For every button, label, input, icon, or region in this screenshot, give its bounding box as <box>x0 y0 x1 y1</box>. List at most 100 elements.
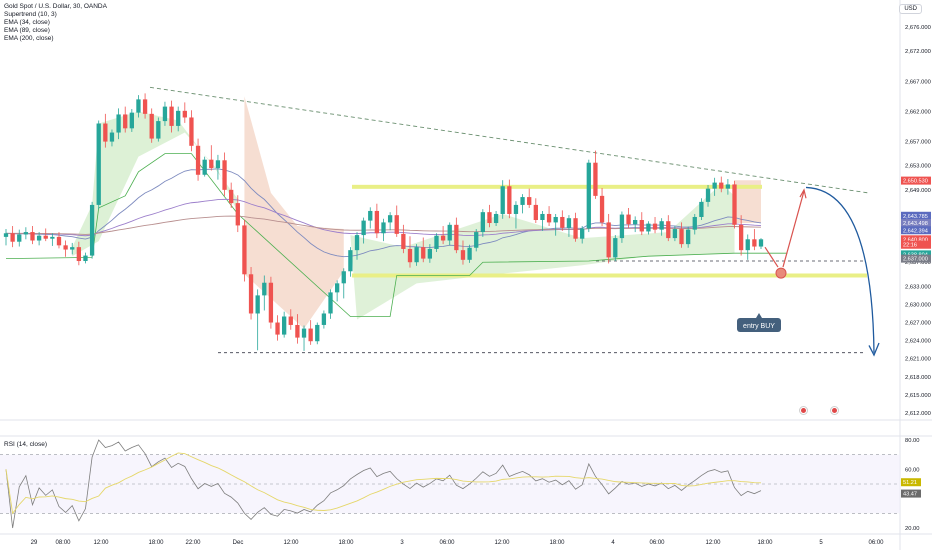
candle-body <box>23 232 29 235</box>
rsi-tick-label: 20.00 <box>905 526 920 532</box>
candle-body <box>732 184 737 225</box>
time-tick-label: 12:00 <box>283 540 299 546</box>
candle-body <box>454 224 459 251</box>
time-tick-label: 06:00 <box>868 540 884 546</box>
candle-body <box>573 218 578 239</box>
supertrend-bull-fill <box>72 111 238 257</box>
time-tick-label: 08:00 <box>55 540 71 546</box>
candle-body <box>566 218 572 228</box>
rsi-ma-line <box>5 452 762 515</box>
candle-body <box>520 197 525 205</box>
candle-body <box>599 195 605 223</box>
rsi-tag <box>901 489 921 498</box>
price-tick-label: 2,627.000 <box>905 321 931 327</box>
candle-body <box>507 186 512 214</box>
candle-body <box>560 216 565 228</box>
candle-body <box>262 282 267 296</box>
price-tag-label: 2,640.800 <box>903 237 928 243</box>
entry-buy-text: entry BUY <box>743 323 775 330</box>
candle-body <box>321 313 327 325</box>
us-flag-event-icon[interactable] <box>830 406 839 415</box>
candle-body <box>248 274 254 314</box>
time-tick-label: 12:00 <box>705 540 721 546</box>
price-tick-label: 2,615.000 <box>905 393 931 399</box>
candle-body <box>169 106 174 126</box>
candle-body <box>268 282 274 323</box>
candle-body <box>136 99 141 113</box>
candle-body <box>613 238 618 258</box>
rsi-tag <box>901 478 921 487</box>
candle-body <box>176 110 181 126</box>
candle-body <box>712 182 717 189</box>
candle-body <box>195 145 201 175</box>
candle-body <box>334 283 340 293</box>
candle-body <box>76 247 82 262</box>
candle-body <box>229 189 234 204</box>
candle-body <box>222 160 227 190</box>
candle-body <box>500 186 505 214</box>
price-tag-label: 2,642.394 <box>903 228 928 234</box>
candle-body <box>182 110 187 118</box>
candle-body <box>209 159 214 169</box>
candle-body <box>109 132 115 142</box>
candle-body <box>162 106 168 122</box>
indicator-supertrend[interactable]: Supertrend (10, 3) <box>4 11 57 18</box>
price-tick-label: 2,633.000 <box>905 284 931 290</box>
support-zone <box>352 273 867 278</box>
candle-body <box>142 99 148 114</box>
candle-body <box>447 224 452 241</box>
time-tick-label: 06:00 <box>649 540 665 546</box>
time-tick-label: 18:00 <box>338 540 354 546</box>
time-tick-label: 18:00 <box>148 540 164 546</box>
entry-buy-pointer <box>756 313 762 318</box>
candle-body <box>434 235 439 249</box>
rsi-legend[interactable]: RSI (14, close) <box>4 441 47 448</box>
rsi-tick-label: 60.00 <box>905 467 920 473</box>
candle-body <box>315 324 320 342</box>
candle-body <box>699 201 704 217</box>
arrow-buy-up <box>782 190 805 268</box>
candle-body <box>533 204 538 220</box>
candle-body <box>752 239 757 247</box>
candle-body <box>659 221 664 230</box>
price-tag <box>901 226 931 235</box>
time-tick-label: 18:00 <box>757 540 773 546</box>
price-tag <box>901 211 931 220</box>
indicator-ema-89[interactable]: EMA (89, close) <box>4 27 50 34</box>
candle-body <box>341 271 346 284</box>
arrow-down-head <box>868 342 880 357</box>
candle-body <box>387 215 393 223</box>
candle-body <box>56 236 62 246</box>
candle-body <box>540 213 545 220</box>
supertrend-bull-fill <box>350 183 735 320</box>
candle-body <box>639 220 644 232</box>
candle-body <box>3 233 9 237</box>
rsi-tag-label: 43.47 <box>903 492 917 498</box>
entry-buy-label[interactable]: entry BUY <box>737 313 781 332</box>
price-tag <box>901 235 931 244</box>
time-tick-label: 22:00 <box>185 540 201 546</box>
candle-body <box>215 160 221 169</box>
candle-body <box>672 229 678 239</box>
price-tick-label: 2,612.000 <box>905 411 931 417</box>
candle-body <box>282 316 287 335</box>
us-flag-event-icon[interactable] <box>799 406 808 415</box>
indicator-ema-200[interactable]: EMA (200, close) <box>4 35 54 42</box>
indicator-ema-34[interactable]: EMA (34, close) <box>4 19 50 26</box>
candle-body <box>255 295 260 314</box>
currency-button[interactable]: USD <box>899 4 922 14</box>
candle-body <box>89 204 95 256</box>
candle-body <box>606 222 611 258</box>
candle-body <box>295 324 300 338</box>
candle-body <box>43 235 48 239</box>
time-tick-label: 4 <box>611 540 615 546</box>
candle-body <box>692 216 697 230</box>
candle-body <box>440 235 446 241</box>
candle-body <box>738 224 744 251</box>
price-tag <box>901 240 931 249</box>
entry-point-marker[interactable] <box>775 267 787 279</box>
price-tag <box>901 254 931 263</box>
candle-body <box>513 204 519 214</box>
supertrend-bear-fill <box>734 180 761 224</box>
